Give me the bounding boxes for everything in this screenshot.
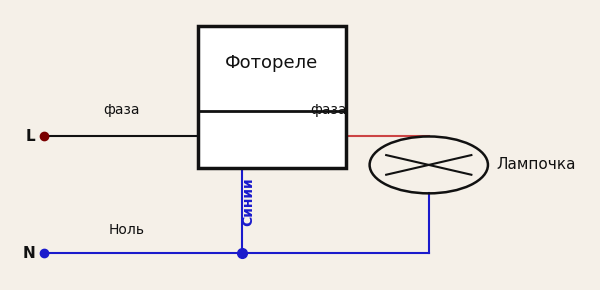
Text: фаза: фаза — [103, 103, 139, 117]
Text: N: N — [23, 246, 35, 261]
Text: фаза: фаза — [310, 103, 346, 117]
Text: L: L — [26, 129, 35, 144]
Text: Синий: Синий — [241, 177, 256, 226]
Text: Лампочка: Лампочка — [497, 157, 577, 173]
Text: Ноль: Ноль — [109, 223, 145, 238]
Bar — [198, 26, 346, 168]
Text: Фотореле: Фотореле — [226, 54, 319, 72]
